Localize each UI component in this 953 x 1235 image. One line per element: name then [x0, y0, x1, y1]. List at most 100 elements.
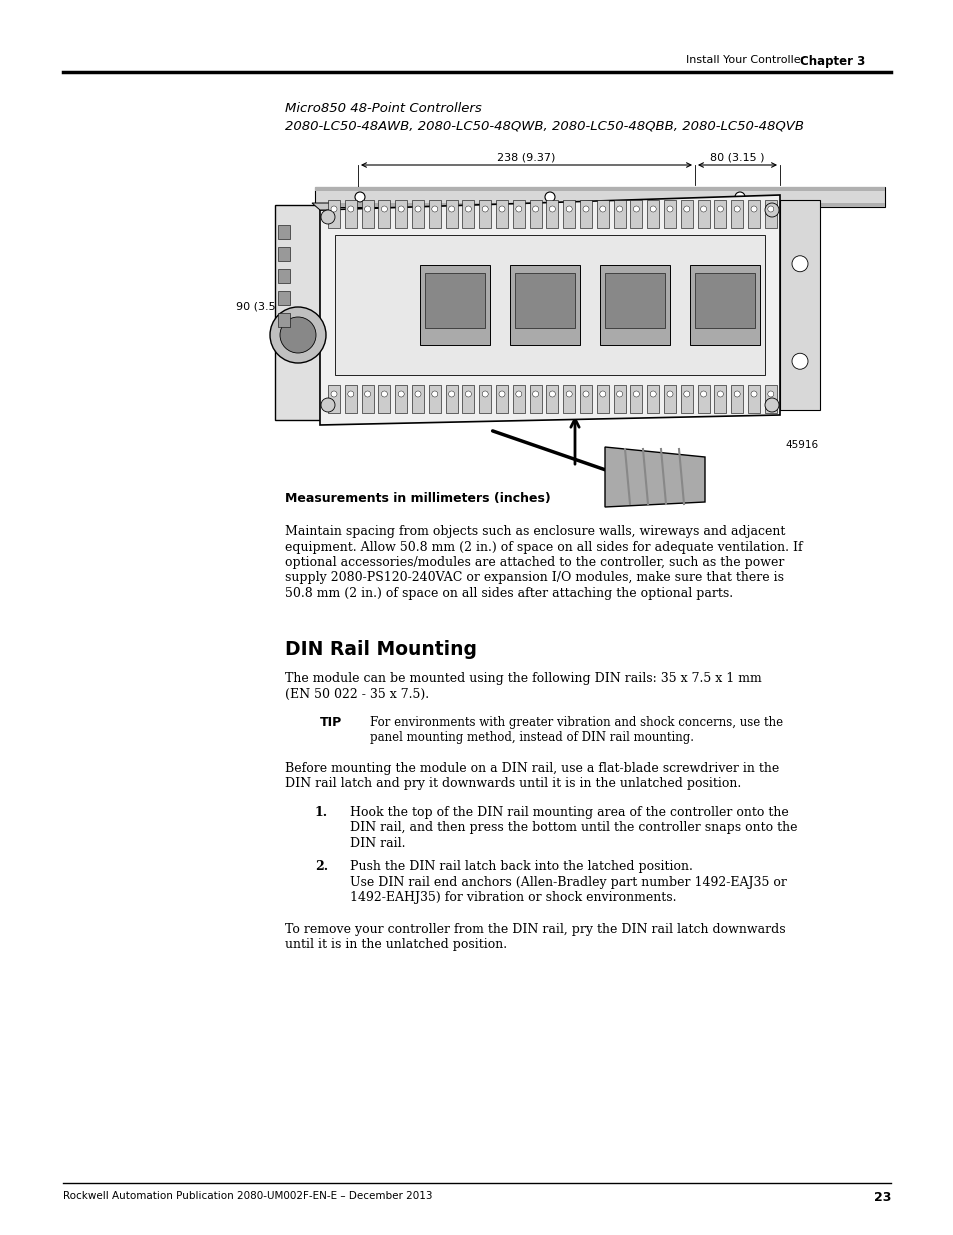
Bar — [630, 385, 641, 412]
Bar — [277, 225, 290, 240]
Bar — [445, 200, 457, 228]
Circle shape — [700, 206, 706, 212]
Text: 1.: 1. — [314, 806, 328, 819]
Bar — [546, 385, 558, 412]
Circle shape — [734, 391, 740, 396]
Circle shape — [481, 206, 488, 212]
Bar — [613, 200, 625, 228]
Text: To remove your controller from the DIN rail, pry the DIN rail latch downwards: To remove your controller from the DIN r… — [285, 923, 785, 936]
Circle shape — [549, 206, 555, 212]
Bar — [462, 385, 474, 412]
Bar — [328, 200, 339, 228]
Bar — [395, 385, 407, 412]
Text: Install Your Controller: Install Your Controller — [685, 56, 804, 65]
Text: 45916: 45916 — [784, 440, 818, 450]
Bar — [714, 200, 725, 228]
Bar — [361, 200, 374, 228]
Circle shape — [320, 398, 335, 412]
Circle shape — [650, 391, 656, 396]
Circle shape — [432, 391, 437, 396]
Circle shape — [633, 206, 639, 212]
Circle shape — [791, 353, 807, 369]
Bar — [510, 266, 579, 345]
Bar — [277, 291, 290, 305]
Text: Maintain spacing from objects such as enclosure walls, wireways and adjacent: Maintain spacing from objects such as en… — [285, 525, 784, 538]
Bar — [478, 200, 491, 228]
Bar — [529, 385, 541, 412]
Text: TIP: TIP — [319, 716, 342, 729]
Circle shape — [348, 206, 354, 212]
Text: 90 (3.54): 90 (3.54) — [235, 301, 287, 311]
Circle shape — [397, 391, 404, 396]
Bar — [496, 385, 507, 412]
Bar — [546, 200, 558, 228]
Bar — [695, 273, 754, 329]
Bar — [412, 200, 423, 228]
Text: DIN Rail Mounting: DIN Rail Mounting — [285, 640, 476, 659]
Bar — [599, 266, 669, 345]
Circle shape — [498, 206, 504, 212]
Circle shape — [734, 206, 740, 212]
Circle shape — [599, 391, 605, 396]
Bar — [680, 385, 692, 412]
Bar — [780, 200, 820, 410]
Bar — [630, 200, 641, 228]
Bar — [697, 200, 709, 228]
Bar — [428, 200, 440, 228]
Bar — [646, 200, 659, 228]
Circle shape — [397, 206, 404, 212]
Circle shape — [381, 391, 387, 396]
Bar — [513, 385, 524, 412]
Bar — [747, 385, 760, 412]
Bar — [328, 385, 339, 412]
Circle shape — [717, 391, 722, 396]
Circle shape — [616, 391, 622, 396]
Bar — [344, 200, 356, 228]
Bar — [597, 200, 608, 228]
Circle shape — [448, 391, 455, 396]
Polygon shape — [319, 195, 780, 425]
Circle shape — [666, 206, 672, 212]
Text: The module can be mounted using the following DIN rails: 35 x 7.5 x 1 mm: The module can be mounted using the foll… — [285, 672, 760, 685]
Circle shape — [582, 391, 588, 396]
Circle shape — [566, 391, 572, 396]
Bar — [663, 200, 676, 228]
Bar — [378, 200, 390, 228]
Bar — [689, 266, 760, 345]
Text: DIN rail.: DIN rail. — [350, 837, 405, 850]
Circle shape — [415, 206, 420, 212]
Text: Before mounting the module on a DIN rail, use a flat-blade screwdriver in the: Before mounting the module on a DIN rail… — [285, 762, 779, 776]
Bar — [277, 312, 290, 327]
Bar — [335, 235, 764, 375]
Text: 2.: 2. — [314, 861, 328, 873]
Polygon shape — [604, 447, 704, 508]
Circle shape — [465, 206, 471, 212]
Circle shape — [750, 391, 757, 396]
Bar — [646, 385, 659, 412]
Bar — [344, 385, 356, 412]
Bar — [579, 200, 592, 228]
Circle shape — [717, 206, 722, 212]
Bar — [478, 385, 491, 412]
Circle shape — [599, 206, 605, 212]
Circle shape — [415, 391, 420, 396]
Circle shape — [280, 317, 315, 353]
Circle shape — [498, 391, 504, 396]
Circle shape — [532, 391, 538, 396]
Bar — [562, 385, 575, 412]
Bar — [277, 269, 290, 283]
Bar — [361, 385, 374, 412]
Circle shape — [767, 206, 773, 212]
Circle shape — [331, 391, 336, 396]
Circle shape — [348, 391, 354, 396]
Bar — [613, 385, 625, 412]
Polygon shape — [312, 203, 330, 210]
Text: Chapter 3: Chapter 3 — [800, 56, 864, 68]
Text: until it is in the unlatched position.: until it is in the unlatched position. — [285, 939, 507, 951]
Circle shape — [448, 206, 455, 212]
Circle shape — [764, 203, 779, 217]
Bar — [663, 385, 676, 412]
Bar — [314, 186, 884, 191]
Bar — [579, 385, 592, 412]
Text: optional accessories/modules are attached to the controller, such as the power: optional accessories/modules are attache… — [285, 556, 783, 569]
